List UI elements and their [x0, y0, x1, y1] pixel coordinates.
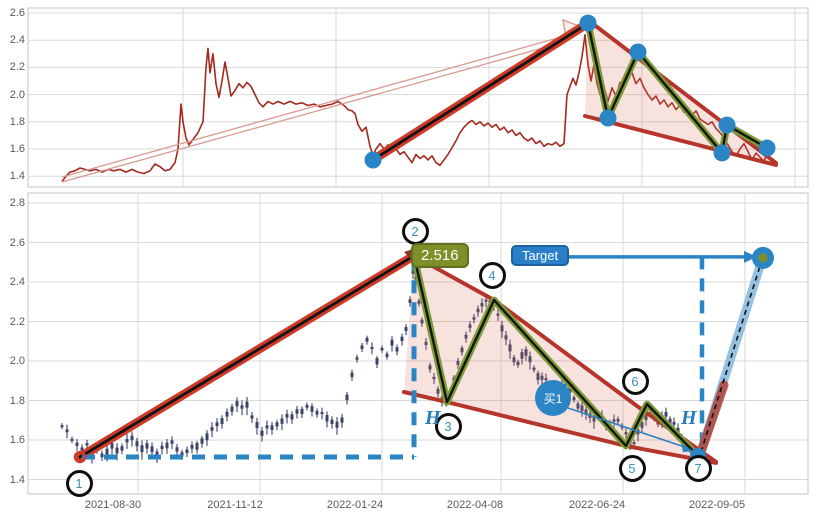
pivot-circle-5[interactable]: 5: [618, 454, 646, 482]
y-tick-label-detail: 2.4: [9, 276, 25, 288]
pivot-circle-4[interactable]: 4: [478, 261, 506, 289]
buy-pointer-arrowhead: [681, 443, 693, 453]
measure-price-label[interactable]: 2.516: [411, 243, 469, 268]
target-label[interactable]: Target: [511, 245, 570, 266]
buy-signal-marker[interactable]: 买1: [535, 380, 571, 416]
trend-pole-overview-core: [371, 22, 589, 162]
pennant-lower-overview: [583, 114, 778, 167]
pivot-dot-overview: [758, 139, 776, 157]
pivot-dot-overview: [629, 43, 647, 61]
pivot-circle-6[interactable]: 6: [621, 367, 649, 395]
y-tick-label-detail: 2.8: [9, 197, 25, 209]
pivot-dot-overview: [364, 151, 382, 169]
pivot-dot-overview: [599, 109, 617, 127]
pole-height-label-2[interactable]: H: [681, 407, 697, 429]
y-tick-label-detail: 2.6: [9, 236, 25, 249]
trend-pole-detail-core: [78, 254, 415, 459]
pivot-dot-overview: [579, 14, 597, 32]
channel-line-upper: [61, 35, 564, 178]
pivot-circle-7[interactable]: 7: [684, 454, 712, 482]
y-tick-label-overview: 1.6: [9, 143, 25, 155]
y-tick-label-detail: 2.2: [9, 315, 25, 328]
zigzag-detail-core: [412, 254, 700, 458]
x-tick-label: 2021-11-12: [207, 499, 263, 511]
y-tick-label-overview: 2.0: [9, 88, 25, 101]
y-tick-label-detail: 1.6: [9, 434, 25, 446]
y-tick-label-detail: 1.4: [9, 473, 25, 486]
y-tick-label-overview: 2.2: [9, 61, 25, 74]
y-tick-label-overview: 1.4: [9, 170, 25, 183]
pole-start-ring: [73, 450, 87, 464]
pivot-dot-overview: [718, 116, 736, 134]
channel-line-lower: [61, 40, 567, 183]
y-tick-label-overview: 2.6: [9, 7, 25, 19]
x-tick-label: 2022-06-24: [568, 499, 626, 511]
pennant-lower-detail: [402, 390, 718, 465]
x-tick-label: 2022-01-24: [326, 499, 384, 511]
projection-band-center: [700, 259, 763, 453]
pivot-circle-3[interactable]: 3: [434, 412, 462, 440]
target-dot-core: [758, 253, 768, 263]
y-tick-label-overview: 1.8: [9, 115, 25, 128]
price-line-overview: [61, 33, 771, 183]
target-arrowhead: [744, 250, 757, 263]
y-tick-label-overview: 2.4: [9, 34, 25, 47]
pole-height-label-1[interactable]: H: [425, 407, 441, 429]
x-tick-label: 2022-04-08: [446, 499, 504, 511]
pennant-fill-detail: [404, 255, 716, 463]
y-tick-label-detail: 1.8: [9, 394, 25, 407]
buy-pointer-line: [567, 407, 689, 449]
y-tick-label-detail: 2.0: [9, 355, 25, 367]
x-tick-label: 2021-08-30: [84, 499, 142, 511]
x-tick-label: 2022-09-05: [688, 499, 746, 511]
pivot-circle-2[interactable]: 2: [401, 217, 429, 245]
pivot-dot-overview: [713, 144, 731, 162]
pivot-circle-1[interactable]: 1: [65, 469, 93, 497]
